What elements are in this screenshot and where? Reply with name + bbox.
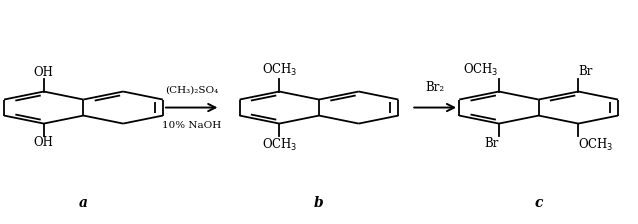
Text: OCH$_3$: OCH$_3$: [578, 137, 614, 153]
Text: Br: Br: [484, 137, 499, 150]
Text: OCH$_3$: OCH$_3$: [463, 62, 499, 78]
Text: Br₂: Br₂: [426, 81, 445, 94]
Text: c: c: [535, 196, 543, 210]
Text: OCH$_3$: OCH$_3$: [262, 137, 297, 153]
Text: a: a: [79, 196, 88, 210]
Text: OH: OH: [34, 66, 54, 79]
Text: OCH$_3$: OCH$_3$: [262, 62, 297, 78]
Text: Br: Br: [578, 65, 593, 78]
Text: OH: OH: [34, 136, 54, 149]
Text: b: b: [314, 196, 324, 210]
Text: (CH₃)₂SO₄: (CH₃)₂SO₄: [165, 85, 218, 94]
Text: 10% NaOH: 10% NaOH: [162, 121, 221, 130]
